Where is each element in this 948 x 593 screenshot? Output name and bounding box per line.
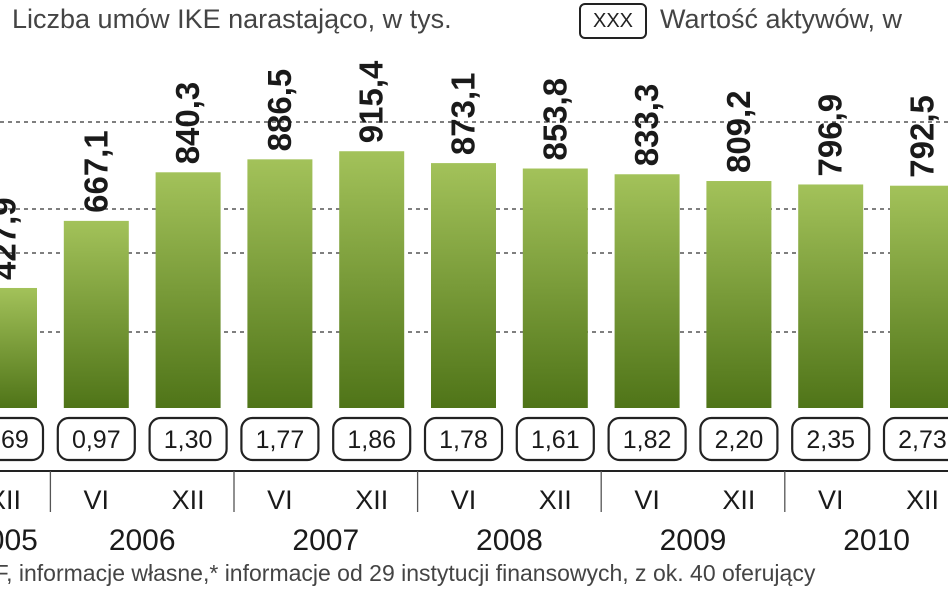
asset-value-box: [148, 416, 228, 462]
asset-value-box: [515, 416, 595, 462]
asset-value-box: [607, 416, 687, 462]
bar-value-label: 840,3: [169, 82, 206, 165]
asset-value-label: 1,61: [531, 426, 580, 454]
year-label: 2006: [109, 524, 176, 557]
bar: [522, 168, 588, 408]
bar: [798, 184, 864, 408]
bar: [339, 151, 405, 409]
asset-value-box: [699, 416, 779, 462]
asset-value-box: [423, 416, 504, 462]
asset-value-box: [0, 416, 45, 462]
asset-value-label: 1,77: [256, 426, 305, 454]
bar-value-label: 427,9: [0, 197, 23, 280]
bar-value-label: 833,3: [628, 84, 665, 167]
asset-value-label: 1,82: [623, 426, 672, 454]
bar: [431, 163, 496, 408]
year-label: 2005: [0, 524, 38, 557]
asset-value-label: 1,78: [439, 426, 488, 454]
bar: [0, 287, 37, 408]
legend-value-box: XXX: [579, 3, 647, 39]
legend-count-label: Liczba umów IKE narastająco, w tys.: [12, 4, 452, 34]
bar: [614, 174, 680, 408]
month-tick-label: XII: [906, 485, 939, 515]
year-label: 2010: [843, 524, 910, 557]
asset-value-label: 0,97: [72, 426, 121, 454]
asset-value-label: 2,35: [806, 426, 855, 454]
year-label: 2007: [292, 524, 359, 557]
asset-value-label: 1,30: [164, 426, 213, 454]
source-note: NF, informacje własne,* informacje od 29…: [0, 560, 816, 586]
bar-value-label: 809,2: [720, 90, 757, 173]
bar: [155, 172, 221, 408]
bar: [63, 220, 129, 408]
asset-value-label: 0,69: [0, 426, 29, 454]
bar-value-label: 853,8: [536, 78, 573, 161]
bar-value-label: 886,5: [261, 69, 298, 152]
asset-value-box: [240, 416, 320, 462]
bar-value-label: 796,9: [812, 94, 849, 177]
month-tick-label: XII: [722, 485, 755, 515]
month-tick-label: XII: [0, 485, 21, 515]
asset-value-box: [882, 416, 948, 462]
month-tick-label: XII: [355, 485, 388, 515]
legend-value-label: Wartość aktywów, w: [660, 4, 903, 34]
year-label: 2008: [476, 524, 543, 557]
month-tick-label: VI: [84, 485, 110, 515]
asset-value-label: 2,73: [898, 426, 947, 454]
bar-value-label: 667,1: [77, 130, 114, 213]
bar-value-label: 792,5: [904, 95, 941, 178]
bar-value-label: 873,1: [445, 73, 482, 156]
asset-value-label: 2,20: [715, 426, 764, 454]
asset-value-box: [56, 416, 136, 462]
bar: [890, 185, 948, 408]
month-tick-label: VI: [451, 485, 477, 515]
month-tick-label: XII: [172, 485, 205, 515]
month-tick-label: VI: [634, 485, 660, 515]
month-tick-label: VI: [267, 485, 293, 515]
month-tick-label: XII: [539, 485, 572, 515]
asset-value-label: 1,86: [347, 426, 396, 454]
bar: [247, 159, 313, 408]
year-label: 2009: [660, 524, 727, 557]
month-tick-label: VI: [818, 485, 844, 515]
asset-value-box: [332, 416, 412, 462]
asset-value-box: [791, 416, 871, 462]
bar-value-label: 915,4: [353, 60, 390, 143]
bar: [706, 181, 772, 408]
